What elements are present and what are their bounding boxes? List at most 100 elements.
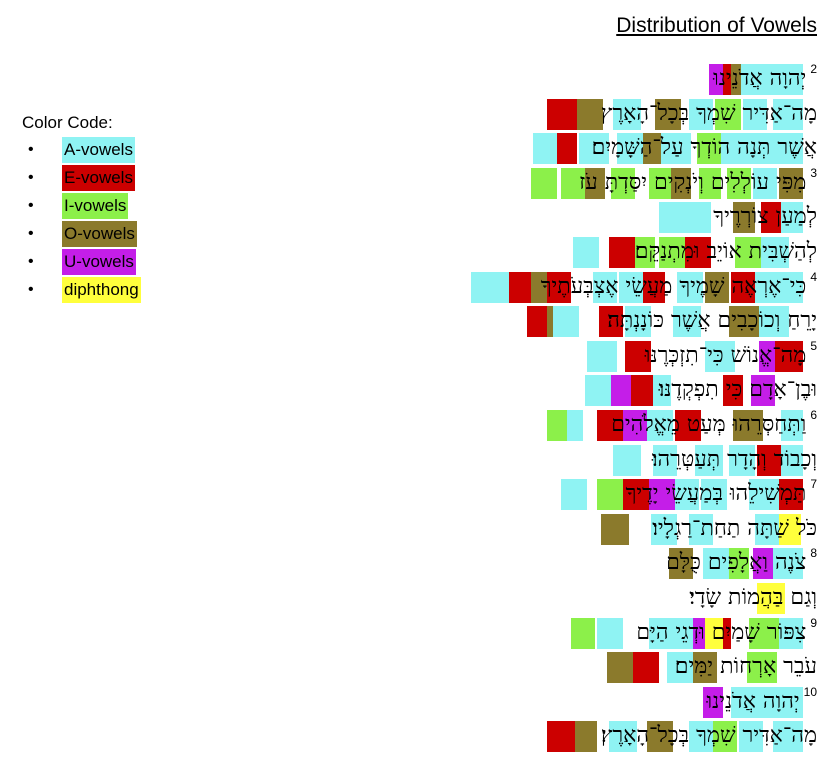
vowel-highlight [673, 306, 701, 338]
vowel-highlight [779, 479, 803, 511]
legend-title: Color Code: [22, 113, 113, 132]
vowel-highlight [557, 133, 577, 165]
vowel-highlight [709, 64, 723, 95]
vowel-highlight [597, 409, 623, 441]
vowel-highlight [749, 617, 779, 649]
verse-line: 6וַתְּחַסְּרֵהוּ מְּעַט מֵאֱלֹהִים [477, 408, 817, 443]
verse-text: צֹנֶה וַאֲלָפִים כֻּלָּם [666, 550, 807, 576]
vowel-highlight [609, 721, 637, 753]
vowel-highlight [623, 479, 649, 511]
vowel-highlight [547, 98, 577, 130]
verse-number: 8 [810, 546, 817, 561]
vowel-highlight [777, 513, 801, 545]
vowel-highlight [775, 133, 803, 165]
vowel-highlight [753, 167, 777, 199]
verse-text: וְכָבוֹד וְהָדָר תְּעַטְּרֵהוּ׃ [651, 446, 817, 472]
vowel-highlight [667, 652, 693, 684]
verse-text: כִּי־אֶרְאֶה שָׁמֶיךָ מַעֲשֵׂי אֶצְבְּעֹ… [540, 273, 807, 299]
vowel-highlight [471, 271, 485, 303]
verse-line: 9צִפּוֹר שָׁמַיִם וּדְגֵי הַיָּם [477, 616, 817, 651]
vowel-highlight [779, 617, 803, 649]
vowel-highlight [731, 271, 755, 303]
verse-number: 9 [810, 615, 817, 630]
verse-line: מָה־אַדִּיר שִׁמְךָ בְּכָל־הָאָרֶץ [477, 97, 817, 132]
verse-text: לְמַעַן צוֹרְרֶיךָ [713, 204, 817, 230]
vowel-highlight [655, 98, 681, 130]
vowel-highlight [703, 548, 729, 580]
verse-text: וַתְּחַסְּרֵהוּ מְּעַט מֵאֱלֹהִים [611, 411, 807, 437]
vowel-highlight [749, 479, 779, 511]
vowel-highlight [731, 64, 741, 95]
vowel-highlight [645, 409, 673, 441]
verse-text: מָה־אַדִּיר שִׁמְךָ בְּכָל־הָאָרֶץ [600, 100, 817, 126]
vowel-highlight [597, 479, 623, 511]
legend-label: A-vowels [62, 137, 135, 163]
vowel-highlight [721, 133, 741, 165]
legend-item: • I-vowels [22, 192, 192, 220]
vowel-highlight [611, 167, 635, 199]
vowel-highlight [699, 167, 721, 199]
vowel-highlight [573, 236, 599, 268]
verse-line: 8צֹנֶה וַאֲלָפִים כֻּלָּם [477, 546, 817, 581]
color-legend: Color Code: • A-vowels • E-vowels • I-vowels •… [22, 110, 192, 304]
vowel-highlight [575, 98, 603, 130]
verse-text: מָה־אֱנוֹשׁ כִּי־תִזְכְּרֶנּוּ [644, 342, 807, 368]
verse-text: וּבֶן־אָדָם כִּי תִפְקְדֶנּוּ׃ [658, 377, 817, 403]
vowel-highlight [751, 375, 775, 407]
vowel-highlight [723, 375, 743, 407]
vowel-highlight [669, 548, 693, 580]
vowel-highlight [579, 133, 609, 165]
page-title: Distribution of Vowels [616, 14, 817, 37]
vowel-highlight [485, 271, 509, 303]
vowel-highlight [761, 236, 789, 268]
vowel-highlight [609, 236, 635, 268]
vowel-highlight [775, 271, 803, 303]
vowel-highlight [773, 98, 803, 130]
vowel-highlight [647, 479, 675, 511]
verse-text: עֹבֵר אָרְחוֹת יַמִּים׃ [674, 654, 817, 680]
vowel-highlight [623, 409, 647, 441]
vowel-highlight [675, 409, 701, 441]
vowel-highlight [755, 513, 779, 545]
vowel-highlight [773, 721, 803, 753]
vowel-highlight [703, 617, 723, 649]
vowel-highlight [629, 375, 653, 407]
vowel-highlight [651, 513, 677, 545]
verse-line: 5מָה־אֱנוֹשׁ כִּי־תִזְכְּרֶנּוּ [477, 339, 817, 374]
vowel-highlight [759, 306, 789, 338]
vowel-highlight [571, 617, 595, 649]
vowel-highlight [613, 98, 641, 130]
vowel-highlight [649, 617, 673, 649]
vowel-highlight [691, 652, 717, 684]
vowel-highlight [593, 271, 617, 303]
verse-line: יָרֵחַ וְכוֹכָבִים אֲשֶׁר כּוֹנָנְתָּה׃ [477, 304, 817, 339]
verse-line: 7תַּמְשִׁילֵהוּ בְּמַעֲשֵׂי יָדֶיךָ [477, 477, 817, 512]
verse-text: וְגַם בַּהֲמוֹת שָׂדָי׃ [689, 584, 817, 610]
vowel-highlight [685, 236, 711, 268]
verse-number: 7 [810, 477, 817, 492]
legend-label: I-vowels [62, 193, 129, 219]
verse-number: 2 [810, 62, 817, 76]
vowel-highlight [775, 340, 803, 372]
vowel-highlight [659, 202, 681, 234]
verse-number: 4 [810, 269, 817, 284]
vowel-highlight [649, 167, 671, 199]
vowel-highlight [677, 271, 703, 303]
vowel-highlight [531, 167, 557, 199]
vowel-highlight [689, 98, 713, 130]
vowel-highlight [781, 202, 803, 234]
vowel-highlight [689, 513, 713, 545]
vowel-highlight [585, 167, 605, 199]
vowel-highlight [715, 98, 741, 130]
vowel-highlight [729, 444, 755, 476]
vowel-highlight [727, 167, 751, 199]
vowel-highlight [733, 409, 763, 441]
vowel-highlight [509, 271, 531, 303]
vowel-highlight [661, 133, 691, 165]
legend-label: diphthong [62, 277, 141, 303]
vowel-highlight [597, 617, 623, 649]
vowel-highlight [527, 306, 547, 338]
bullet-icon: • [28, 281, 34, 298]
legend-label: U-vowels [62, 249, 136, 275]
verse-line: 4כִּי־אֶרְאֶה שָׁמֶיךָ מַעֲשֵׂי אֶצְבְּע… [471, 269, 817, 305]
